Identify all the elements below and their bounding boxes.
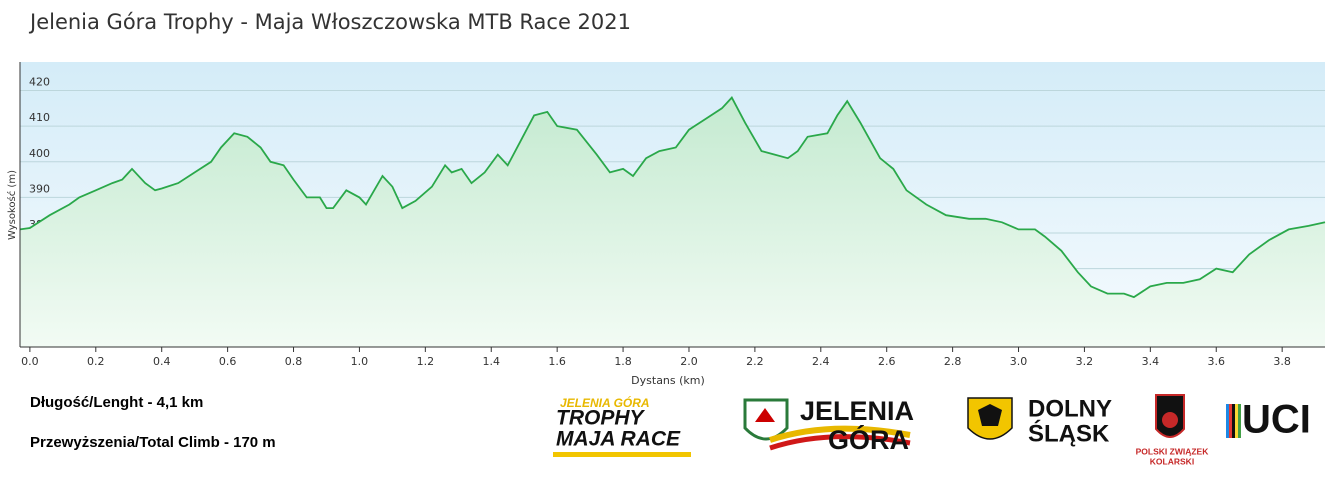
length-info: Długość/Lenght - 4,1 km <box>30 394 203 411</box>
x-axis-label: Dystans (km) <box>631 374 705 387</box>
y-tick-label: 400 <box>29 147 50 160</box>
trophy-logo: JELENIA GÓRA TROPHY MAJA RACE <box>553 395 691 457</box>
logo-text: KOLARSKI <box>1150 456 1194 466</box>
area <box>20 97 1325 347</box>
y-tick-label: 390 <box>29 182 50 195</box>
logo-bar <box>553 452 691 457</box>
x-tick-label: 2.8 <box>944 355 962 368</box>
x-tick-label: 1.6 <box>548 355 566 368</box>
swoosh <box>769 425 911 443</box>
stripe <box>1235 404 1238 438</box>
logo-text: MAJA RACE <box>556 428 681 451</box>
x-tick-label: 3.2 <box>1076 355 1094 368</box>
x-tick-label: 1.2 <box>417 355 435 368</box>
x-tick-label: 3.0 <box>1010 355 1028 368</box>
logo-text: DOLNY <box>1028 395 1112 422</box>
x-tick-label: 2.6 <box>878 355 896 368</box>
x-tick-label: 0.4 <box>153 355 171 368</box>
stripe <box>1226 404 1229 438</box>
x-tick-label: 3.6 <box>1208 355 1226 368</box>
x-tick-label: 2.4 <box>812 355 830 368</box>
x-tick-label: 0.0 <box>21 355 39 368</box>
y-tick-label: 410 <box>29 111 50 124</box>
logo-text: GÓRA <box>828 424 909 455</box>
eagle <box>978 404 1002 426</box>
logo-text: POLSKI ZWIĄZEK <box>1136 446 1210 456</box>
x-tick-label: 3.8 <box>1273 355 1291 368</box>
line <box>19 96 1326 299</box>
crest-icon <box>755 408 775 422</box>
x-tick-label: 0.2 <box>87 355 105 368</box>
stripe <box>1232 404 1235 438</box>
x-tick-label: 2.0 <box>680 355 698 368</box>
pzkol-logo: POLSKI ZWIĄZEK KOLARSKI <box>1136 394 1210 466</box>
city-logo: JELENIA GÓRA <box>743 396 914 455</box>
x-tick-label: 3.4 <box>1142 355 1160 368</box>
chart-title: Jelenia Góra Trophy - Maja Włoszczowska … <box>28 10 631 34</box>
stripe <box>1238 404 1241 438</box>
logo-text: JELENIA <box>800 396 914 426</box>
region-logo: DOLNY ŚLĄSK <box>967 395 1112 447</box>
y-tick-label: 420 <box>29 76 50 89</box>
x-tick-label: 1.8 <box>614 355 632 368</box>
x-tick-label: 0.6 <box>219 355 237 368</box>
y-axis-label: Wysokość (m) <box>6 170 18 240</box>
climb-info: Przewyższenia/Total Climb - 170 m <box>30 434 276 451</box>
logo-text: TROPHY <box>556 407 646 430</box>
x-tick-label: 1.0 <box>351 355 369 368</box>
x-tick-label: 1.4 <box>483 355 501 368</box>
stripe <box>1229 404 1232 438</box>
uci-logo: UCI <box>1226 398 1311 442</box>
logo-text: ŚLĄSK <box>1028 419 1110 447</box>
wheel <box>1162 412 1178 428</box>
x-tick-label: 0.8 <box>285 355 303 368</box>
logo-text: UCI <box>1242 398 1311 442</box>
logo-text: JELENIA GÓRA <box>560 395 650 410</box>
x-tick-label: 2.2 <box>746 355 764 368</box>
swoosh <box>769 434 911 451</box>
